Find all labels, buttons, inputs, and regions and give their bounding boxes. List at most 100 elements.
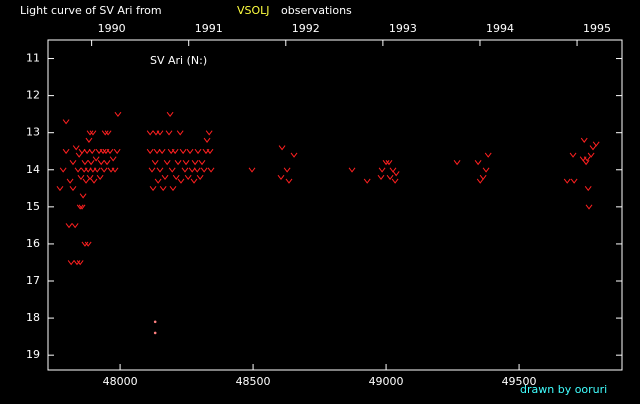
data-point [73, 260, 81, 266]
y-tick-label: 14 [26, 163, 40, 176]
data-point [476, 178, 484, 184]
data-point [389, 167, 397, 173]
data-point [76, 260, 84, 266]
data-point [563, 178, 571, 184]
data-point [71, 223, 79, 229]
data-point [283, 167, 291, 173]
data-point [205, 130, 213, 136]
data-point [392, 171, 400, 177]
y-tick-label: 18 [26, 311, 40, 324]
x2-tick-label: 1995 [583, 22, 611, 35]
data-point [169, 186, 177, 192]
data-point [62, 148, 70, 155]
data-point [79, 193, 87, 199]
data-point [453, 160, 461, 166]
data-point [83, 148, 91, 155]
data-point [584, 186, 592, 192]
data-point [109, 156, 117, 162]
y-tick-label: 15 [26, 200, 40, 213]
data-point [277, 174, 285, 181]
data-point [101, 130, 109, 136]
data-point [154, 178, 162, 184]
data-point [569, 152, 577, 158]
y-tick-label: 13 [26, 126, 40, 139]
data-point [171, 148, 179, 155]
data-point [290, 152, 298, 158]
plot-frame [47, 39, 623, 371]
data-point [92, 156, 100, 162]
data-point [159, 186, 167, 192]
data-point [482, 167, 490, 173]
data-point [203, 137, 211, 143]
data-point [75, 152, 83, 158]
data-point [114, 111, 122, 117]
data-point [113, 148, 121, 155]
data-point [348, 167, 356, 173]
data-point [248, 167, 256, 173]
data-point [93, 167, 101, 173]
data-point [151, 160, 159, 166]
x2-tick-label: 1994 [486, 22, 514, 35]
data-point [88, 148, 96, 155]
data-point [149, 186, 157, 192]
data-point [196, 174, 204, 181]
data-point [158, 148, 166, 155]
data-point [74, 167, 82, 173]
data-point [87, 160, 95, 166]
data-point [106, 148, 114, 155]
data-point [90, 178, 98, 184]
y-tick-label: 17 [26, 274, 40, 287]
data-point [67, 260, 75, 266]
data-point [198, 160, 206, 166]
data-point [86, 130, 94, 136]
data-point [184, 174, 192, 181]
data-point [153, 320, 157, 324]
data-point [81, 241, 89, 247]
data-point [570, 178, 578, 184]
data-point [177, 178, 185, 184]
data-point [580, 137, 588, 143]
x2-tick-label: 1991 [195, 22, 223, 35]
data-point [66, 178, 74, 184]
x-tick-label: 48500 [236, 375, 271, 388]
data-point [174, 160, 182, 166]
x2-tick-label: 1992 [292, 22, 320, 35]
y-tick-label: 12 [26, 89, 40, 102]
data-point [78, 148, 86, 155]
data-point [165, 130, 173, 136]
data-point [62, 119, 70, 125]
data-point [86, 174, 94, 181]
data-point [172, 174, 180, 181]
data-point [78, 204, 86, 210]
data-point [193, 167, 201, 173]
data-point [146, 148, 154, 155]
data-point [474, 160, 482, 166]
data-point [190, 178, 198, 184]
chart-title: Light curve of SV Ari from [20, 4, 162, 17]
data-point [285, 178, 293, 184]
data-point [587, 152, 595, 158]
data-point [65, 223, 73, 229]
x2-tick-label: 1993 [389, 22, 417, 35]
data-point [181, 167, 189, 173]
x-tick-label: 49500 [502, 375, 537, 388]
data-point [104, 130, 112, 136]
data-point [89, 130, 97, 136]
data-point [156, 130, 164, 136]
y-tick-label: 11 [26, 52, 40, 65]
chart-title-end: observations [281, 4, 352, 17]
data-point [479, 174, 487, 181]
data-point [69, 160, 77, 166]
data-point [191, 160, 199, 166]
data-point [148, 167, 156, 173]
credit: drawn by ooruri [520, 383, 607, 396]
data-point [194, 148, 202, 155]
data-point [592, 141, 600, 147]
data-point [179, 148, 187, 155]
data-point [589, 145, 597, 151]
data-point [96, 174, 104, 181]
data-point [84, 241, 92, 247]
data-point [82, 178, 90, 184]
data-point [84, 167, 92, 173]
